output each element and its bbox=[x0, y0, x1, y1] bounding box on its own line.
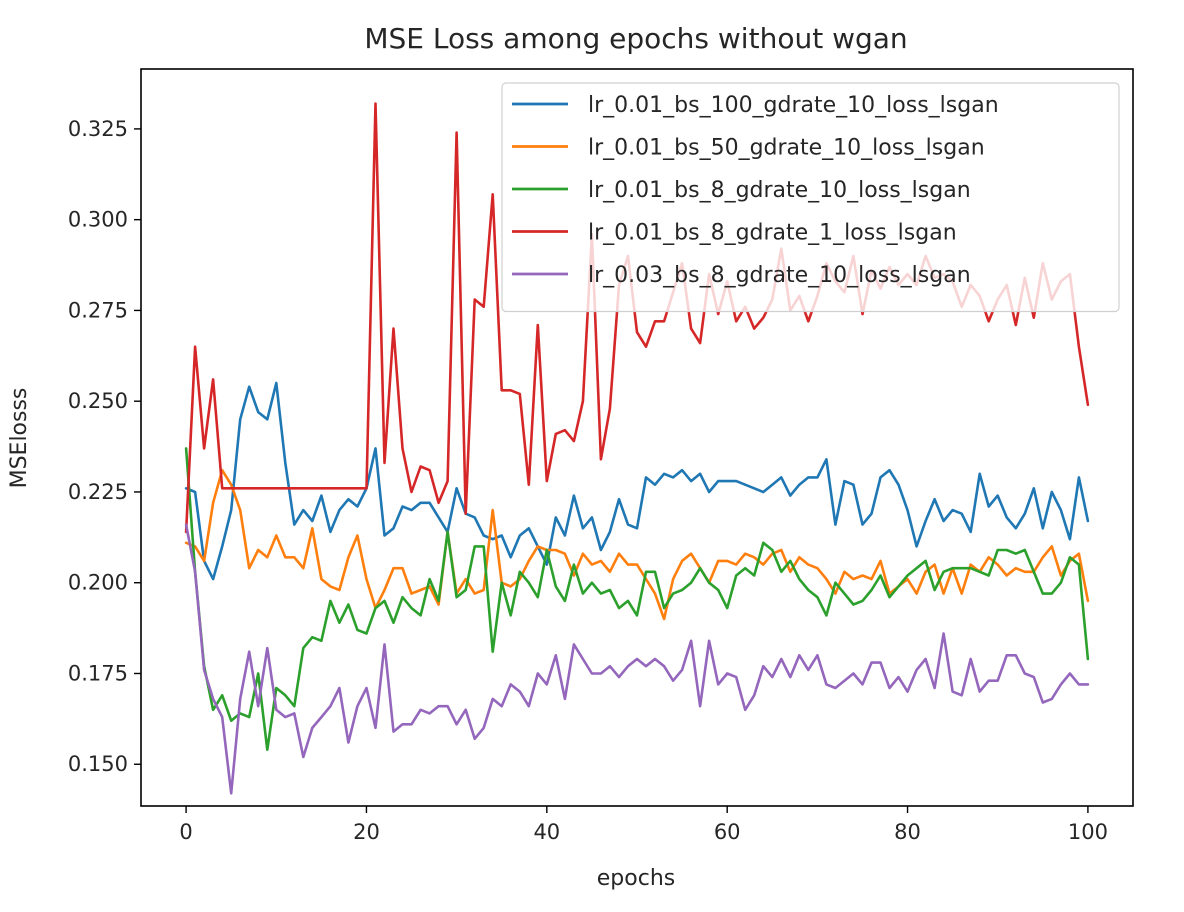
series-line-5 bbox=[184, 523, 1090, 795]
y-tick-label: 0.325 bbox=[68, 117, 128, 141]
x-axis-label: epochs bbox=[597, 866, 675, 891]
y-tick-label: 0.150 bbox=[68, 752, 128, 776]
y-tick-label: 0.250 bbox=[68, 389, 128, 413]
y-tick-label: 0.175 bbox=[68, 661, 128, 685]
y-tick-label: 0.275 bbox=[68, 298, 128, 322]
y-axis: 0.150 0.175 0.200 0.225 0.250 0.275 0.300 0.325 bbox=[68, 117, 141, 776]
chart-title: MSE Loss among epochs without wgan bbox=[364, 22, 907, 55]
series-line-1 bbox=[184, 381, 1090, 581]
y-axis-label: MSElosss bbox=[7, 388, 32, 489]
legend-label: lr_0.01_bs_8_gdrate_1_loss_lsgan bbox=[588, 221, 957, 246]
legend-box bbox=[501, 82, 1120, 313]
x-axis: 0 20 40 60 80 100 bbox=[179, 806, 1108, 844]
y-tick-label: 0.300 bbox=[68, 208, 128, 232]
legend-label: lr_0.01_bs_8_gdrate_10_loss_lsgan bbox=[588, 178, 971, 203]
x-tick-label: 60 bbox=[714, 820, 741, 844]
legend-label: lr_0.03_bs_8_gdrate_10_loss_lsgan bbox=[588, 263, 971, 288]
y-tick-label: 0.225 bbox=[68, 480, 128, 504]
x-tick-label: 80 bbox=[894, 820, 921, 844]
x-tick-label: 100 bbox=[1068, 820, 1108, 844]
series-line-3 bbox=[184, 447, 1090, 752]
legend-label: lr_0.01_bs_100_gdrate_10_loss_lsgan bbox=[588, 93, 999, 118]
x-tick-label: 0 bbox=[179, 820, 192, 844]
x-tick-label: 20 bbox=[353, 820, 380, 844]
y-tick-label: 0.200 bbox=[68, 571, 128, 595]
legend: lr_0.01_bs_100_gdrate_10_loss_lsgan lr_0.… bbox=[501, 82, 1120, 313]
x-tick-label: 40 bbox=[533, 820, 560, 844]
legend-label: lr_0.01_bs_50_gdrate_10_loss_lsgan bbox=[588, 136, 985, 161]
plot-frame bbox=[140, 68, 1134, 807]
series-line-2 bbox=[184, 468, 1090, 621]
